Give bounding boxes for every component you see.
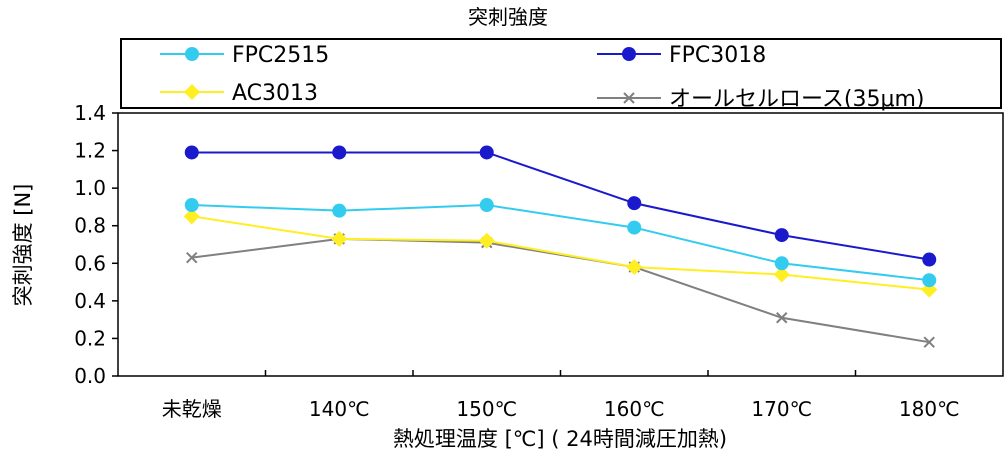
legend-marker (622, 47, 636, 61)
series-line (191, 215, 930, 291)
data-point (478, 232, 495, 249)
x-tick-label: 150℃ (456, 397, 517, 421)
data-point (331, 230, 348, 247)
series-line (191, 204, 930, 282)
data-point (186, 251, 198, 264)
data-point (923, 336, 935, 348)
legend-label: オールセルロース(35μm) (669, 87, 925, 112)
y-tick-label: 1.4 (74, 101, 106, 125)
legend-item: FPC3018 (597, 43, 766, 68)
data-point (922, 252, 937, 267)
x-axis: 未乾燥 140℃ 150℃ 160℃ 170℃ 180℃ (162, 370, 960, 421)
data-point (184, 145, 199, 160)
legend-item: AC3013 (160, 81, 318, 106)
series-line (191, 151, 930, 261)
data-point (627, 220, 642, 235)
series-3 (186, 233, 935, 348)
x-tick-label: 160℃ (604, 397, 665, 421)
legend-label: FPC3018 (669, 43, 766, 68)
x-tick-label: 140℃ (309, 397, 370, 421)
data-point (183, 208, 200, 225)
legend-frame (120, 38, 1002, 109)
legend: FPC2515 FPC3018 AC3013 オールセルロース(35μm) (120, 38, 1002, 112)
data-point (627, 196, 642, 211)
data-point (776, 312, 788, 324)
y-axis: 0.0 0.2 0.4 0.6 0.8 1.0 1.2 1.4 (74, 101, 118, 388)
y-tick-label: 0.6 (74, 251, 106, 275)
legend-label: AC3013 (232, 81, 318, 106)
data-point (774, 256, 789, 271)
data-point (184, 198, 199, 213)
legend-item: FPC2515 (160, 43, 329, 68)
legend-marker (623, 92, 635, 104)
legend-item: オールセルロース(35μm) (597, 87, 925, 112)
x-axis-label: 熱処理温度 [℃] ( 24時間減圧加熱) (393, 427, 727, 451)
data-point (479, 145, 494, 160)
chart-title: 突刺強度 (468, 5, 548, 29)
series-1 (184, 145, 937, 267)
x-tick-label: 180℃ (899, 397, 960, 421)
data-point (774, 228, 789, 243)
y-tick-label: 0.8 (74, 214, 106, 238)
data-point (479, 198, 494, 213)
legend-label: FPC2515 (232, 43, 329, 68)
data-point (773, 266, 790, 283)
x-tick-label: 未乾燥 (162, 397, 222, 421)
y-tick-label: 1.0 (74, 176, 106, 200)
data-point (626, 259, 643, 276)
legend-marker (184, 84, 200, 100)
y-tick-label: 0.2 (74, 326, 106, 350)
data-point (332, 145, 347, 160)
y-tick-label: 1.2 (74, 139, 106, 163)
data-point (922, 273, 937, 288)
series-2 (183, 208, 938, 298)
x-tick-label: 170℃ (751, 397, 812, 421)
y-axis-label: 突刺強度 [N] (11, 184, 35, 307)
legend-marker (185, 47, 199, 61)
y-tick-label: 0.4 (74, 289, 106, 313)
y-tick-label: 0.0 (74, 364, 106, 388)
series-layer (183, 145, 938, 348)
series-0 (184, 198, 937, 288)
data-point (332, 203, 347, 218)
